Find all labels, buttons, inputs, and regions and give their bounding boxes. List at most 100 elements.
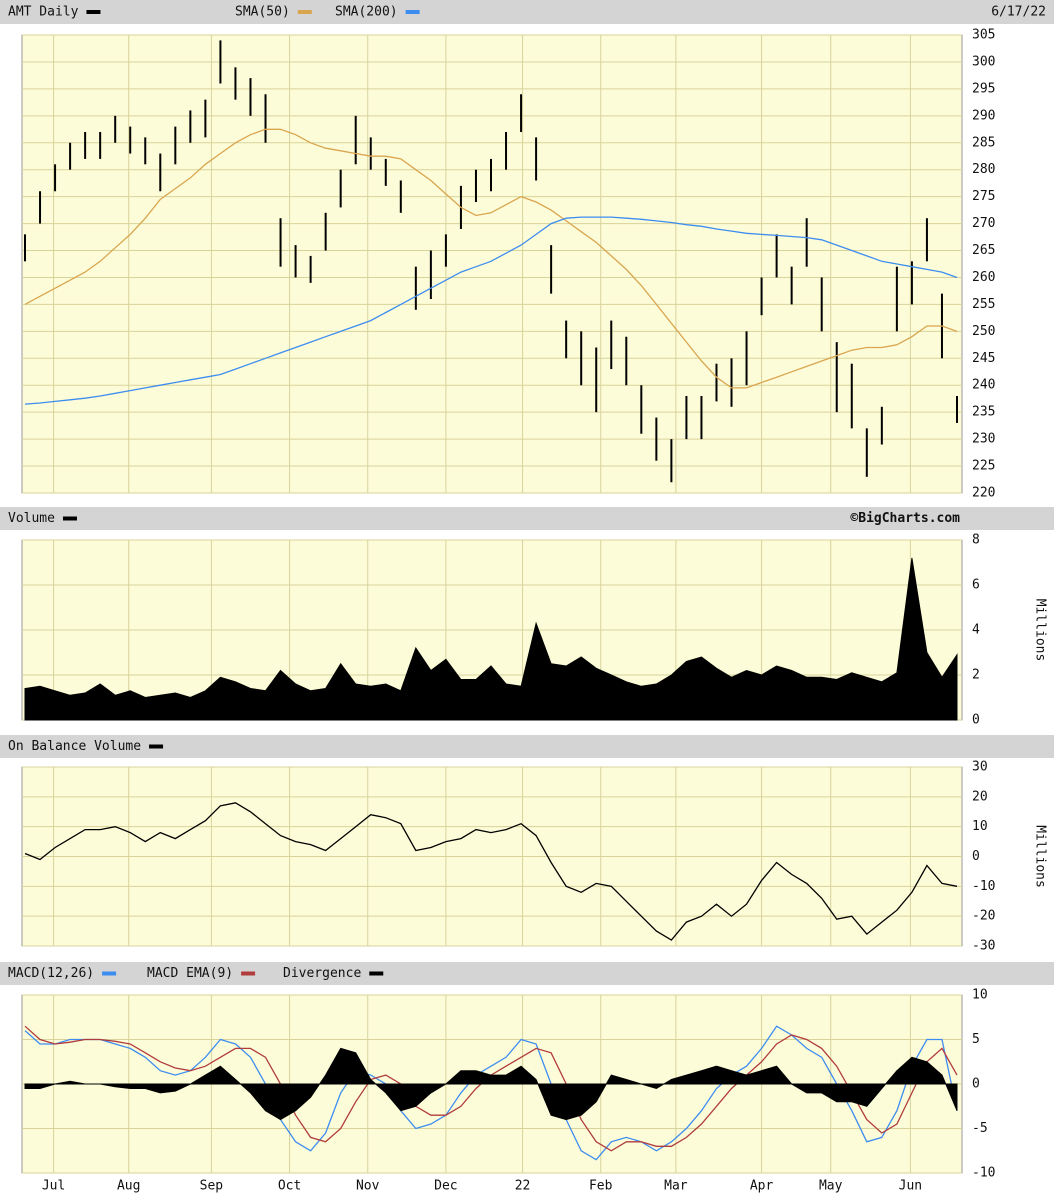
y-axis-label: Millions [1033, 825, 1048, 888]
y-tick-label: 225 [972, 459, 995, 474]
y-tick-label: 5 [972, 1032, 980, 1047]
price-bar [850, 363, 853, 429]
series-line [24, 216, 958, 405]
price-bar [625, 336, 628, 386]
price-bar [414, 266, 417, 310]
y-tick-label: 280 [972, 162, 995, 177]
price-bar [820, 277, 823, 332]
price-bar [54, 164, 57, 192]
price-bar [580, 331, 583, 386]
y-tick-label: 0 [972, 849, 980, 864]
series-area [24, 1047, 958, 1121]
price-bar [399, 180, 402, 213]
panel-header [0, 507, 1054, 530]
x-tick-label: Sep [200, 1179, 224, 1194]
legend-label: SMA(200) [335, 5, 398, 20]
price-bar [69, 142, 72, 170]
price-bar [204, 99, 207, 138]
price-bar [745, 331, 748, 386]
price-bar [730, 358, 733, 407]
price-bar [309, 255, 312, 283]
legend-swatch [369, 971, 384, 976]
price-bar [790, 266, 793, 305]
y-tick-label: 220 [972, 486, 995, 501]
legend-label: AMT Daily [8, 5, 79, 20]
legend-swatch [297, 10, 312, 14]
x-tick-label: Mar [664, 1179, 688, 1194]
price-bar [294, 245, 297, 278]
y-axis-label: Millions [1033, 599, 1048, 662]
price-bar [505, 131, 508, 170]
legend-swatch [241, 971, 256, 976]
price-bar [174, 126, 177, 165]
price-bar [129, 126, 132, 154]
x-tick-label: May [819, 1179, 843, 1194]
y-tick-label: 250 [972, 324, 995, 339]
x-tick-label: Aug [117, 1179, 140, 1194]
price-bar [384, 158, 387, 186]
price-bar [805, 218, 808, 267]
price-bar [910, 261, 913, 305]
legend-label: Volume [8, 511, 55, 526]
price-bar [760, 277, 763, 316]
price-bar [84, 131, 87, 159]
price-bar [279, 218, 282, 267]
price-bar [219, 40, 222, 84]
y-tick-label: 30 [972, 760, 988, 775]
legend-label: MACD(12,26) [8, 966, 94, 981]
y-tick-label: 0 [972, 713, 980, 728]
price-bar [880, 406, 883, 445]
price-bar [144, 137, 147, 165]
price-bar [24, 234, 26, 262]
series-line [24, 128, 958, 389]
y-tick-label: -10 [972, 879, 995, 894]
price-bar [369, 137, 372, 170]
y-tick-label: -30 [972, 939, 995, 954]
y-tick-label: 2 [972, 668, 980, 683]
price-bar [249, 78, 252, 116]
panel-header [0, 735, 1054, 758]
price-bar [956, 396, 958, 423]
legend-swatch [405, 10, 420, 14]
legend-swatch [102, 971, 117, 976]
y-tick-label: 10 [972, 819, 988, 834]
legend-swatch [62, 516, 77, 521]
price-bar [159, 153, 162, 192]
legend-label: Divergence [283, 966, 361, 981]
y-tick-label: 245 [972, 351, 995, 366]
price-bar [640, 385, 643, 434]
y-tick-label: -10 [972, 1166, 995, 1181]
price-bar [565, 320, 568, 359]
chart-date: 6/17/22 [991, 5, 1046, 20]
price-bar [99, 131, 102, 159]
x-tick-label: Feb [589, 1179, 613, 1194]
price-bar [595, 347, 598, 413]
series-line [24, 1025, 958, 1161]
legend-label: On Balance Volume [8, 739, 141, 754]
price-bar [535, 137, 538, 181]
x-tick-label: Dec [434, 1179, 457, 1194]
x-tick-label: Apr [750, 1179, 774, 1194]
legend-swatch [149, 744, 164, 749]
price-bar [865, 428, 868, 477]
price-bar [490, 158, 492, 192]
x-tick-label: 22 [515, 1179, 531, 1194]
price-bar [39, 191, 42, 224]
y-tick-label: 255 [972, 297, 995, 312]
y-tick-label: 20 [972, 789, 988, 804]
y-tick-label: 295 [972, 81, 995, 96]
y-tick-label: 4 [972, 623, 980, 638]
y-tick-label: -20 [972, 909, 995, 924]
price-bar [685, 396, 688, 440]
price-bar [339, 169, 342, 208]
series-line [24, 802, 958, 941]
y-tick-label: 240 [972, 378, 995, 393]
plot-area [21, 34, 963, 494]
price-bar [444, 234, 447, 267]
y-tick-label: 305 [972, 28, 995, 43]
price-bar [114, 115, 117, 143]
legend-label: MACD EMA(9) [147, 966, 233, 981]
y-tick-label: 290 [972, 108, 995, 123]
price-bar [429, 250, 432, 300]
